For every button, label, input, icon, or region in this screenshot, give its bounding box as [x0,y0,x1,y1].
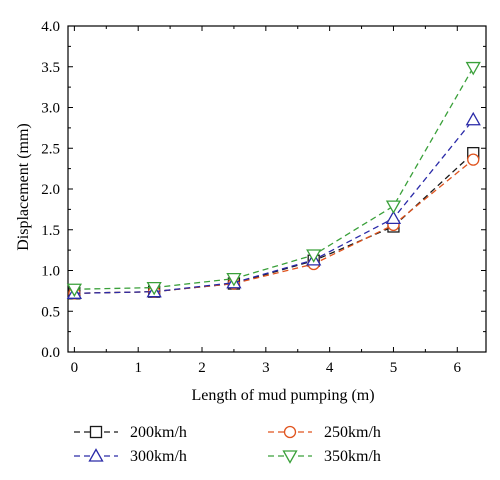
y-tick-label: 3.5 [41,60,60,76]
x-tick-label: 0 [71,360,79,376]
y-tick-label: 1.0 [41,264,60,280]
legend-marker [88,448,104,462]
series-300km/h [66,111,481,299]
x-tick-label: 3 [262,360,270,376]
x-tick-label: 5 [390,360,398,376]
data-point [146,281,162,296]
legend-label: 250km/h [324,424,381,441]
data-point [385,200,402,214]
plot-frame [67,25,487,353]
y-tick-label: 0.5 [41,304,60,320]
data-point [467,153,480,166]
legend-marker [282,450,298,464]
x-tick-label: 6 [454,360,462,376]
data-point [226,272,242,287]
y-tick-label: 0.0 [41,345,60,361]
legend-item: 200km/h [74,424,187,441]
legend-label: 350km/h [324,448,381,465]
legend-item: 350km/h [268,448,381,465]
series-line [74,159,474,294]
data-point [385,210,402,224]
data-point [66,283,82,298]
y-tick-label: 2.0 [41,182,60,198]
series-line [74,152,474,294]
data-point [306,249,322,263]
series-250km/h [68,153,480,300]
legend-item: 300km/h [74,448,187,465]
x-tick-label: 2 [198,360,206,376]
x-tick-label: 1 [134,360,142,376]
series-line [74,119,474,294]
data-point [465,61,481,76]
y-tick-label: 1.5 [41,223,60,239]
y-tick-label: 3.0 [41,101,60,117]
x-tick-label: 4 [326,360,334,376]
y-tick-label: 4.0 [41,19,60,35]
legend-item: 250km/h [268,424,381,441]
data-point [465,111,481,126]
legend-marker [283,425,297,439]
legend-label: 300km/h [130,448,187,465]
x-axis-title: Length of mud pumping (m) [191,387,374,404]
y-tick-label: 2.5 [41,141,60,157]
series-line [74,67,474,290]
legend-marker [89,425,103,439]
y-axis-title: Displacement (mm) [15,123,32,251]
legend-label: 200km/h [130,424,187,441]
series-200km/h [68,146,480,300]
series-350km/h [66,61,481,298]
